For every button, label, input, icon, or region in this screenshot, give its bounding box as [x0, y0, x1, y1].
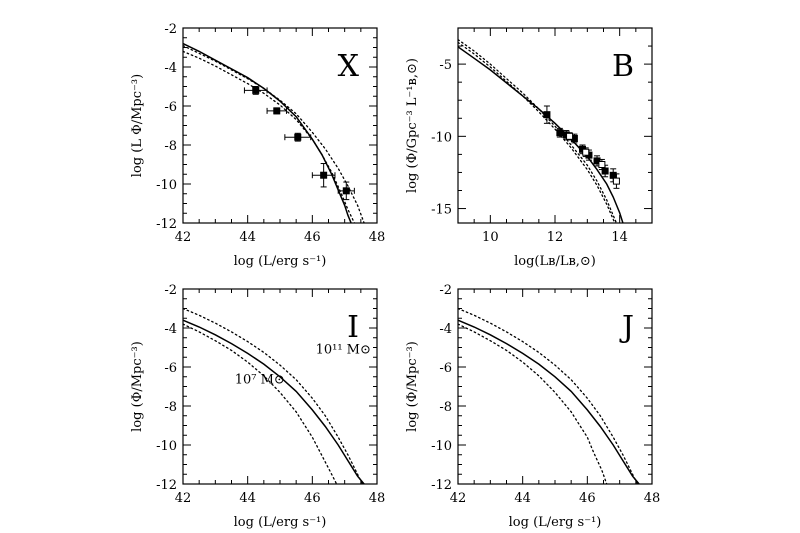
y-axis-label: log (Φ/Gpc⁻³ L⁻¹ʙ,⊙): [405, 58, 420, 193]
x-tick-label: 42: [450, 491, 467, 506]
x-tick-label: 42: [175, 230, 192, 245]
x-tick-label: 48: [644, 491, 661, 506]
series-line-solid-0: [183, 319, 365, 484]
data-point: [252, 86, 260, 94]
x-tick-label: 44: [514, 491, 531, 506]
panel-letter: J: [619, 310, 634, 345]
y-tick-label: -2: [164, 22, 177, 37]
data-point: [320, 171, 328, 179]
data-point: [273, 107, 281, 115]
y-tick-label: -2: [164, 283, 177, 298]
x-tick-label: 42: [175, 491, 192, 506]
y-tick-label: -4: [164, 322, 177, 337]
data-point-open: [566, 132, 574, 140]
series-line-solid-0: [458, 319, 640, 484]
y-tick-label: -6: [439, 361, 452, 376]
series-line-dotted-1: [458, 41, 616, 223]
x-axis-label: log(Lʙ/Lʙ,⊙): [514, 254, 596, 269]
data-point: [556, 129, 564, 137]
data-point: [601, 167, 609, 175]
x-tick-label: 46: [579, 491, 596, 506]
x-tick-label: 46: [304, 230, 321, 245]
panel-letter: B: [612, 49, 634, 84]
x-tick-label: 48: [369, 230, 386, 245]
panel-letter: I: [347, 310, 359, 345]
curve-annotation: 10⁷ M⊙: [235, 373, 285, 388]
y-tick-label: -12: [431, 478, 452, 493]
series-line-dotted-1: [183, 307, 364, 484]
data-point-open: [582, 148, 590, 156]
y-axis-label: log (L Φ/Mpc⁻³): [130, 74, 145, 177]
y-tick-label: -10: [156, 178, 177, 193]
y-tick-label: -2: [439, 283, 452, 298]
series-line-dotted-2: [183, 323, 338, 484]
y-tick-label: -4: [164, 61, 177, 76]
y-tick-label: -10: [431, 439, 452, 454]
series-line-dotted-2: [458, 38, 618, 223]
x-tick-label: 46: [304, 491, 321, 506]
y-tick-label: -8: [164, 400, 177, 415]
series-line-dotted-1: [458, 307, 639, 484]
series-line-solid-0: [458, 46, 624, 223]
x-tick-label: 44: [239, 230, 256, 245]
y-tick-label: -8: [439, 400, 452, 415]
y-tick-label: -8: [164, 139, 177, 154]
x-tick-label: 10: [482, 230, 499, 245]
y-axis-label: log (Φ/Mpc⁻³): [405, 341, 420, 432]
x-tick-label: 12: [547, 230, 564, 245]
y-tick-label: -10: [431, 130, 452, 145]
series-line-dotted-2: [183, 44, 365, 223]
data-point: [342, 187, 350, 195]
x-axis-label: log (L/erg s⁻¹): [509, 515, 602, 530]
x-tick-label: 14: [611, 230, 628, 245]
x-axis-label: log (L/erg s⁻¹): [234, 254, 327, 269]
x-axis-label: log (L/erg s⁻¹): [234, 515, 327, 530]
series-line-dotted-1: [183, 50, 356, 223]
x-tick-label: 44: [239, 491, 256, 506]
y-tick-label: -5: [439, 58, 452, 73]
data-point: [543, 111, 551, 119]
y-tick-label: -15: [431, 203, 452, 218]
curve-annotation: 10¹¹ M⊙: [316, 342, 371, 357]
data-point: [593, 157, 601, 165]
panel-letter: X: [338, 49, 360, 84]
series-line-solid-0: [183, 42, 352, 223]
data-point-open: [598, 161, 606, 168]
y-tick-label: -12: [156, 478, 177, 493]
y-tick-label: -4: [439, 322, 452, 337]
data-point: [294, 133, 302, 141]
data-point-open: [612, 177, 620, 185]
y-tick-label: -6: [164, 100, 177, 115]
y-tick-label: -12: [156, 217, 177, 232]
x-tick-label: 48: [369, 491, 386, 506]
y-axis-label: log (Φ/Mpc⁻³): [130, 341, 145, 432]
series-line-dotted-2: [458, 323, 608, 484]
data-point: [609, 171, 617, 179]
y-tick-label: -6: [164, 361, 177, 376]
y-tick-label: -10: [156, 439, 177, 454]
